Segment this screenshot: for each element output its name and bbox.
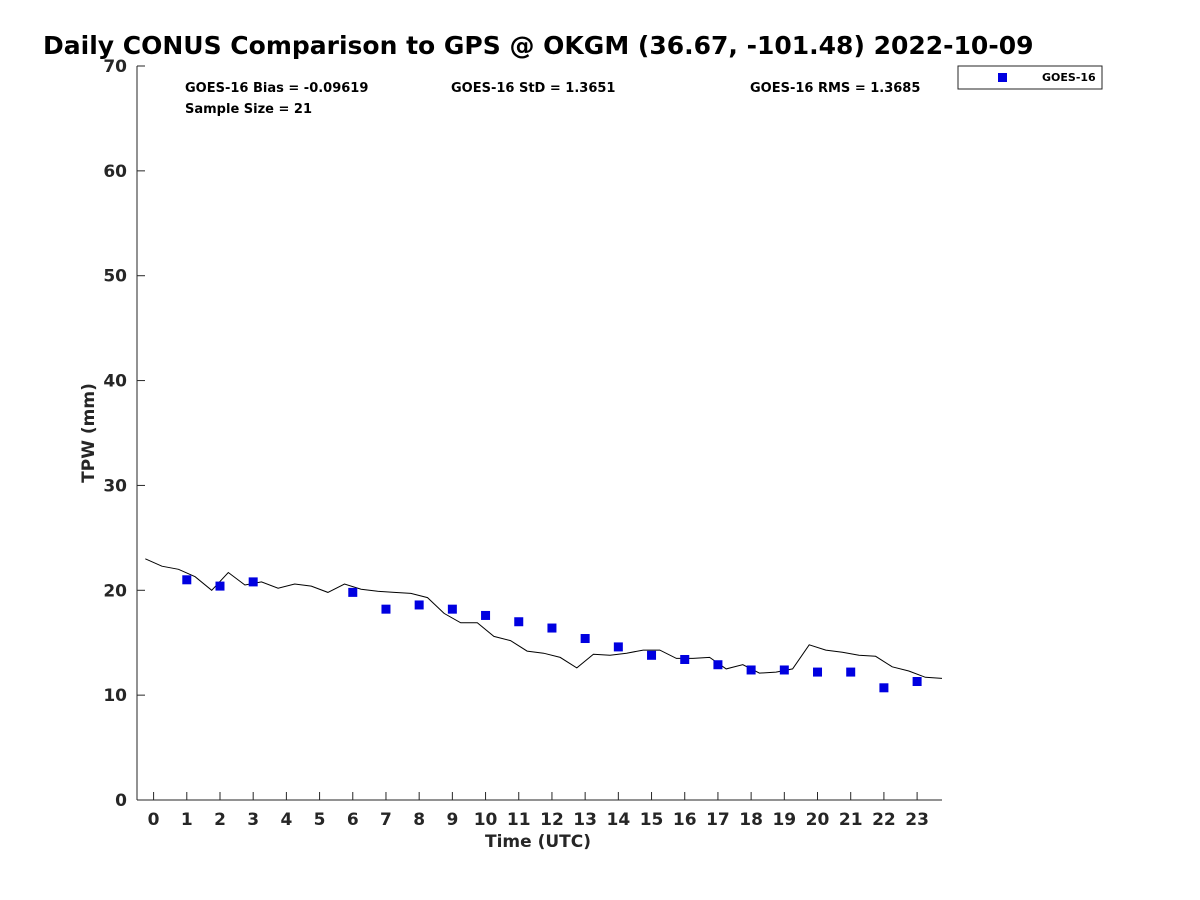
x-tick-label: 14 (607, 810, 631, 830)
x-tick-label: 1 (181, 810, 193, 830)
goes16-point (514, 617, 524, 627)
goes16-point (547, 623, 557, 633)
y-tick-label: 10 (103, 686, 127, 706)
goes16-point (580, 634, 590, 644)
x-tick-label: 16 (673, 810, 697, 830)
x-tick-label: 10 (474, 810, 498, 830)
chart-title: Daily CONUS Comparison to GPS @ OKGM (36… (43, 31, 1034, 60)
x-tick-label: 9 (446, 810, 458, 830)
x-tick-label: 21 (839, 810, 863, 830)
legend-marker-goes16 (998, 73, 1007, 82)
goes16-point (879, 683, 889, 693)
x-tick-label: 18 (739, 810, 763, 830)
x-tick-label: 5 (314, 810, 326, 830)
x-tick-label: 4 (280, 810, 292, 830)
legend: GOES-16 (957, 65, 1103, 90)
y-axis-label: TPW (mm) (79, 383, 99, 483)
x-tick-label: 15 (640, 810, 664, 830)
series-layer (145, 558, 943, 693)
goes16-point (613, 642, 623, 652)
goes16-point (248, 577, 258, 587)
x-tick-label: 22 (872, 810, 896, 830)
sample-size-stat: Sample Size = 21 (185, 102, 312, 117)
goes16-point (846, 667, 856, 677)
x-tick-label: 2 (214, 810, 226, 830)
goes16-point (481, 610, 491, 620)
y-tick-label: 40 (103, 372, 127, 392)
plot-area (136, 66, 942, 801)
x-tick-label: 23 (905, 810, 929, 830)
y-tick-label: 30 (103, 476, 127, 496)
bias-stat: GOES-16 Bias = -0.09619 (185, 81, 368, 96)
goes16-point (680, 654, 690, 664)
goes16-point (779, 665, 789, 675)
x-tick-label: 13 (573, 810, 597, 830)
goes16-point (713, 660, 723, 670)
x-tick-label: 12 (540, 810, 564, 830)
goes16-point (647, 650, 657, 660)
goes16-point (813, 667, 823, 677)
x-tick-label: 11 (507, 810, 531, 830)
goes16-point (447, 604, 457, 614)
goes16-point (912, 677, 922, 687)
legend-label-goes16: GOES-16 (1042, 71, 1096, 84)
x-axis-label: Time (UTC) (485, 832, 591, 852)
x-tick-label: 20 (806, 810, 830, 830)
x-tick-label: 0 (148, 810, 160, 830)
x-tick-label: 3 (247, 810, 259, 830)
y-tick-label: 60 (103, 162, 127, 182)
legend-box (957, 65, 1103, 90)
goes16-point (414, 600, 424, 610)
x-tick-label: 8 (413, 810, 425, 830)
y-ticks: 0 10 20 30 40 50 60 70 (103, 57, 145, 811)
x-ticks: 0 1 2 3 4 5 6 7 8 9 10 11 12 13 14 15 16 17 18 19 20 21 22 23 (148, 792, 929, 830)
x-tick-label: 17 (706, 810, 730, 830)
x-tick-label: 7 (380, 810, 392, 830)
y-tick-label: 20 (103, 581, 127, 601)
x-tick-label: 6 (347, 810, 359, 830)
x-tick-label: 19 (772, 810, 796, 830)
rms-stat: GOES-16 RMS = 1.3685 (750, 81, 920, 96)
y-tick-label: 50 (103, 267, 127, 287)
goes16-point (182, 575, 192, 585)
goes16-point (381, 604, 391, 614)
y-tick-label: 0 (115, 791, 127, 811)
goes16-point (746, 665, 756, 675)
goes16-point (348, 587, 358, 597)
goes16-point (215, 581, 225, 591)
gps-tpw-line (145, 558, 943, 679)
std-stat: GOES-16 StD = 1.3651 (451, 81, 615, 96)
y-tick-label: 70 (103, 57, 127, 77)
